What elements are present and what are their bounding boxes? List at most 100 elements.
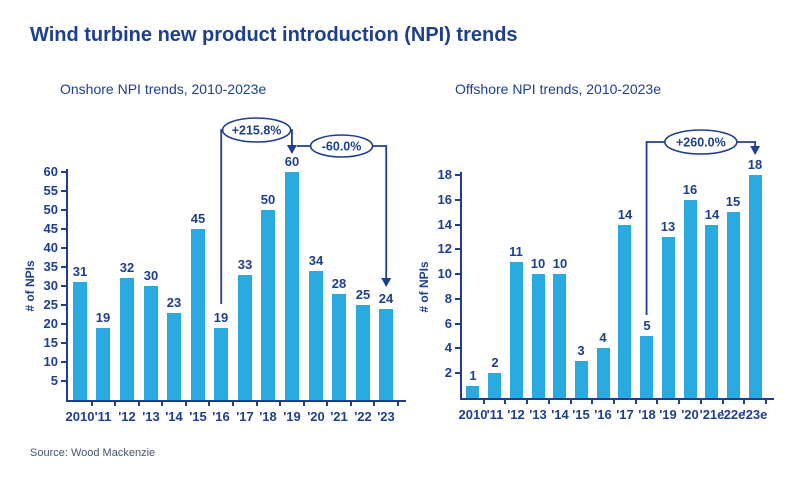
bar-'20 [309, 271, 323, 400]
bar-'23e [749, 175, 762, 398]
x-tick-mark [570, 400, 572, 404]
x-tick-label: 2010 [458, 407, 488, 422]
bar-'16 [597, 348, 610, 398]
x-tick-label: '20 [307, 409, 325, 424]
x-tick-label: '20 [681, 407, 699, 422]
y-tick-label: 6 [444, 316, 452, 331]
x-tick-mark [279, 402, 281, 406]
y-tick-label: 50 [43, 202, 58, 217]
offshore-chart-title: Offshore NPI trends, 2010-2023e [455, 81, 661, 97]
y-tick-label: 40 [43, 240, 58, 255]
bar-'20 [684, 200, 697, 398]
x-tick-label: '14 [551, 407, 569, 422]
x-tick-mark [208, 402, 210, 406]
onshore-chart-title: Onshore NPI trends, 2010-2023e [60, 81, 267, 97]
x-tick-mark [114, 402, 116, 406]
bar-2010 [73, 282, 87, 400]
y-tick-mark [455, 224, 460, 226]
y-tick-label: 25 [43, 297, 58, 312]
y-axis-title: # of NPIs [417, 261, 431, 313]
bar-value-label: 30 [143, 268, 159, 283]
x-tick-label: '18 [638, 407, 656, 422]
bar-value-label: 19 [213, 310, 229, 325]
x-tick-mark [635, 400, 637, 404]
y-tick-mark [455, 199, 460, 201]
y-tick-mark [61, 209, 66, 211]
x-tick-mark [373, 402, 375, 406]
x-tick-mark [303, 402, 305, 406]
x-tick-mark [326, 402, 328, 406]
x-tick-label: '22 [354, 409, 372, 424]
x-tick-mark [743, 400, 745, 404]
x-tick-mark [397, 402, 399, 406]
y-tick-label: 5 [50, 373, 58, 388]
x-tick-mark [91, 402, 93, 406]
y-tick-mark [455, 372, 460, 374]
x-tick-mark [138, 402, 140, 406]
y-tick-mark [455, 248, 460, 250]
bar-value-label: 25 [355, 287, 371, 302]
bar-value-label: 31 [72, 264, 88, 279]
page-title: Wind turbine new product introduction (N… [30, 24, 518, 46]
y-tick-mark [61, 380, 66, 382]
x-tick-label: '23e [742, 407, 768, 422]
y-tick-mark [61, 171, 66, 173]
x-tick-label: '21e [699, 407, 725, 422]
x-tick-label: '22e [720, 407, 746, 422]
bar-'21e [705, 225, 718, 398]
x-tick-mark [678, 400, 680, 404]
x-tick-label: 2010 [65, 409, 95, 424]
bar-'23 [379, 309, 393, 400]
x-tick-label: '11 [94, 409, 112, 424]
y-tick-label: 2 [444, 365, 452, 380]
x-tick-mark [256, 402, 258, 406]
y-axis-line [460, 172, 462, 400]
x-tick-mark [700, 400, 702, 404]
x-tick-label: '14 [165, 409, 183, 424]
bar-'12 [120, 278, 134, 400]
bar-value-label: 2 [491, 355, 499, 370]
bar-value-label: 13 [660, 219, 676, 234]
bar-'22e [727, 212, 740, 398]
bar-value-label: 3 [577, 343, 585, 358]
x-tick-label: '15 [189, 409, 207, 424]
x-tick-label: '12 [118, 409, 136, 424]
bar-value-label: 5 [643, 318, 651, 333]
y-tick-mark [61, 266, 66, 268]
bar-'17 [238, 275, 252, 400]
x-tick-mark [591, 400, 593, 404]
y-tick-label: 8 [444, 291, 452, 306]
bar-value-label: 4 [599, 330, 607, 345]
y-tick-label: 20 [43, 316, 58, 331]
bar-value-label: 32 [119, 260, 135, 275]
x-tick-label: '15 [572, 407, 590, 422]
y-tick-mark [61, 247, 66, 249]
bar-value-label: 15 [725, 194, 741, 209]
y-tick-label: 4 [444, 340, 452, 355]
bar-'15 [191, 229, 205, 400]
bar-'14 [553, 274, 566, 398]
x-tick-mark [350, 402, 352, 406]
y-tick-mark [455, 273, 460, 275]
x-tick-label: '23 [377, 409, 395, 424]
bar-value-label: 10 [530, 256, 546, 271]
y-tick-mark [455, 174, 460, 176]
y-tick-mark [61, 228, 66, 230]
bar-'22 [356, 305, 370, 400]
y-tick-label: 16 [437, 192, 452, 207]
bar-value-label: 19 [95, 310, 111, 325]
bar-value-label: 45 [190, 211, 206, 226]
x-tick-label: '13 [142, 409, 160, 424]
bar-'13 [144, 286, 158, 400]
bar-value-label: 24 [378, 291, 394, 306]
x-tick-label: '16 [212, 409, 230, 424]
bar-value-label: 11 [509, 244, 523, 259]
x-tick-mark [526, 400, 528, 404]
x-tick-mark [765, 400, 767, 404]
x-tick-mark [232, 402, 234, 406]
x-axis-line [460, 398, 774, 400]
bar-'19 [662, 237, 675, 398]
bar-value-label: 10 [552, 256, 568, 271]
bar-value-label: 14 [704, 207, 720, 222]
